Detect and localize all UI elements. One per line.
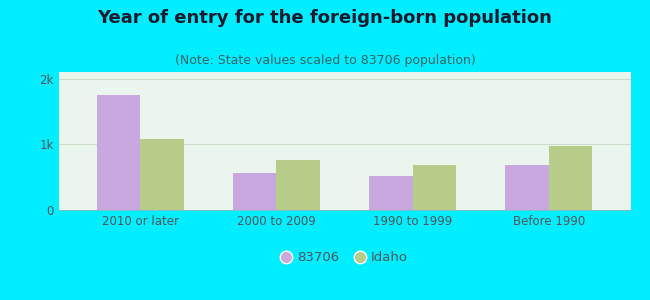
- Text: Year of entry for the foreign-born population: Year of entry for the foreign-born popul…: [98, 9, 552, 27]
- Legend: 83706, Idaho: 83706, Idaho: [276, 246, 413, 270]
- Bar: [505, 165, 549, 210]
- Bar: [413, 165, 456, 210]
- Bar: [97, 95, 140, 210]
- Bar: [140, 139, 184, 210]
- Bar: [276, 160, 320, 210]
- Bar: [369, 176, 413, 210]
- Text: (Note: State values scaled to 83706 population): (Note: State values scaled to 83706 popu…: [175, 54, 475, 67]
- Bar: [233, 173, 276, 210]
- Bar: [549, 146, 592, 210]
